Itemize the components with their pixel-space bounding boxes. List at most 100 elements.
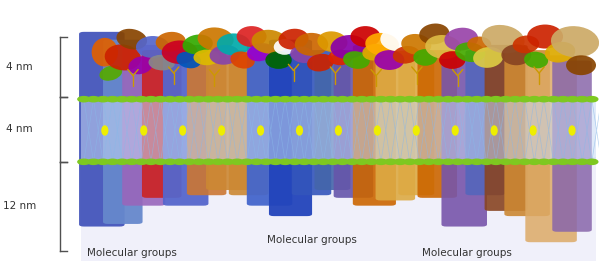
FancyBboxPatch shape (398, 55, 434, 195)
Circle shape (423, 97, 435, 102)
FancyBboxPatch shape (247, 45, 292, 206)
Circle shape (423, 159, 435, 164)
Ellipse shape (193, 50, 220, 65)
Ellipse shape (551, 26, 599, 57)
Circle shape (490, 159, 502, 164)
FancyBboxPatch shape (353, 45, 396, 206)
Ellipse shape (128, 56, 153, 74)
Ellipse shape (140, 125, 147, 136)
Circle shape (279, 97, 291, 102)
FancyBboxPatch shape (187, 50, 226, 195)
Ellipse shape (452, 125, 459, 136)
FancyBboxPatch shape (485, 45, 528, 211)
Circle shape (500, 97, 512, 102)
Circle shape (87, 159, 99, 164)
Ellipse shape (307, 54, 334, 72)
Circle shape (413, 97, 425, 102)
Ellipse shape (217, 33, 250, 55)
Bar (81, 157, 596, 261)
FancyBboxPatch shape (314, 55, 350, 190)
Circle shape (260, 159, 272, 164)
Circle shape (480, 159, 492, 164)
FancyBboxPatch shape (465, 50, 505, 195)
Ellipse shape (274, 39, 295, 55)
Circle shape (471, 159, 483, 164)
Ellipse shape (162, 40, 198, 64)
Circle shape (519, 97, 531, 102)
Ellipse shape (439, 51, 465, 69)
Ellipse shape (116, 29, 147, 50)
Ellipse shape (279, 29, 308, 50)
Circle shape (298, 97, 310, 102)
Ellipse shape (257, 125, 264, 136)
Circle shape (413, 159, 425, 164)
Circle shape (337, 159, 349, 164)
Circle shape (327, 97, 339, 102)
Circle shape (135, 97, 147, 102)
Ellipse shape (393, 46, 419, 64)
Circle shape (452, 159, 464, 164)
Circle shape (538, 159, 550, 164)
FancyBboxPatch shape (229, 50, 268, 195)
Ellipse shape (101, 125, 108, 136)
Circle shape (155, 97, 167, 102)
Circle shape (452, 97, 464, 102)
Circle shape (432, 159, 444, 164)
Circle shape (317, 97, 329, 102)
Circle shape (394, 97, 406, 102)
Circle shape (183, 97, 195, 102)
FancyBboxPatch shape (441, 55, 487, 227)
Circle shape (97, 159, 109, 164)
Ellipse shape (210, 45, 240, 65)
Circle shape (135, 159, 147, 164)
Text: Molecular groups: Molecular groups (267, 235, 356, 245)
Circle shape (337, 97, 349, 102)
FancyBboxPatch shape (552, 61, 592, 232)
Text: 12 nm: 12 nm (3, 201, 37, 211)
Circle shape (279, 159, 291, 164)
Circle shape (346, 159, 358, 164)
Ellipse shape (231, 51, 255, 69)
FancyBboxPatch shape (103, 40, 143, 224)
Ellipse shape (374, 125, 381, 136)
Circle shape (547, 159, 559, 164)
Circle shape (78, 159, 90, 164)
Circle shape (365, 97, 377, 102)
Ellipse shape (265, 51, 292, 69)
Circle shape (174, 159, 186, 164)
Ellipse shape (413, 49, 437, 66)
Circle shape (260, 97, 272, 102)
Circle shape (490, 97, 502, 102)
Ellipse shape (177, 52, 201, 68)
Circle shape (193, 97, 205, 102)
Ellipse shape (527, 25, 563, 49)
FancyBboxPatch shape (163, 45, 208, 206)
Circle shape (164, 159, 176, 164)
Circle shape (442, 97, 454, 102)
Circle shape (183, 159, 195, 164)
Ellipse shape (237, 26, 267, 47)
Ellipse shape (350, 26, 380, 47)
FancyBboxPatch shape (504, 50, 550, 216)
Circle shape (164, 97, 176, 102)
Circle shape (289, 159, 301, 164)
Ellipse shape (328, 50, 352, 65)
Ellipse shape (530, 125, 537, 136)
Ellipse shape (92, 38, 118, 67)
Circle shape (116, 159, 128, 164)
Circle shape (385, 97, 397, 102)
Circle shape (385, 159, 397, 164)
FancyBboxPatch shape (292, 50, 331, 195)
Circle shape (404, 159, 416, 164)
Circle shape (547, 97, 559, 102)
Circle shape (241, 159, 253, 164)
Ellipse shape (365, 33, 399, 56)
Circle shape (212, 97, 224, 102)
Circle shape (97, 97, 109, 102)
Circle shape (356, 159, 368, 164)
Text: 4 nm: 4 nm (6, 62, 32, 72)
Ellipse shape (425, 35, 461, 59)
Circle shape (298, 159, 310, 164)
Ellipse shape (413, 125, 420, 136)
FancyBboxPatch shape (79, 32, 125, 227)
